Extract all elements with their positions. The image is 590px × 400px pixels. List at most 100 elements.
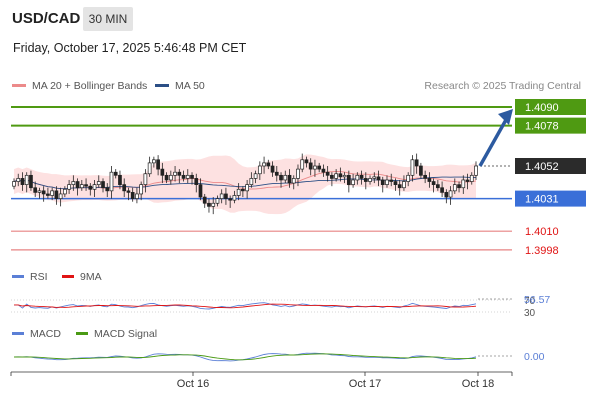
candle-body xyxy=(236,188,241,196)
candle-body xyxy=(253,173,258,179)
candle-body xyxy=(152,159,156,164)
macd-value-label: 0.00 xyxy=(524,351,545,363)
current-price-label: 1.4052 xyxy=(525,161,559,173)
candle-body xyxy=(474,165,478,176)
legend-rsi-ma: 9MA xyxy=(62,271,102,283)
candle-body xyxy=(330,174,334,179)
candle-body xyxy=(338,173,343,178)
candle-body xyxy=(241,188,245,192)
support-label: 1.3998 xyxy=(525,245,559,257)
candle-body xyxy=(198,184,203,198)
rsi-ma-swatch xyxy=(62,274,74,278)
x-tick-label: Oct 17 xyxy=(349,378,381,390)
candle-body xyxy=(262,162,266,167)
candle-body xyxy=(317,165,322,170)
candle-body xyxy=(304,159,309,164)
candle-body xyxy=(440,187,444,193)
candle-body xyxy=(414,159,419,167)
rsi-tick-30: 30 xyxy=(524,308,536,319)
timeframe-button[interactable]: 30 MIN xyxy=(83,7,133,31)
candle-body xyxy=(37,190,42,193)
research-credit: Research © 2025 Trading Central xyxy=(424,80,581,92)
x-tick-label: Oct 16 xyxy=(177,378,209,390)
candle-body xyxy=(410,159,415,176)
candle-body xyxy=(101,181,105,189)
candle-body xyxy=(113,171,118,176)
candle-body xyxy=(321,168,326,173)
candle-body xyxy=(402,181,406,189)
legend-ma50-label: MA 50 xyxy=(175,80,205,92)
candle-body xyxy=(63,188,67,195)
candle-body xyxy=(287,174,292,184)
candle-body xyxy=(372,176,377,179)
x-tick-label: Oct 18 xyxy=(462,378,494,390)
candle-body xyxy=(41,190,46,195)
datetime-label: Friday, October 17, 2025 5:46:48 PM CET xyxy=(13,41,247,55)
candle-body xyxy=(461,179,466,189)
candle-body xyxy=(436,184,440,189)
resistance-label: 1.4078 xyxy=(525,121,559,133)
candle-body xyxy=(16,178,21,182)
current-price-box xyxy=(515,158,586,174)
candle-body xyxy=(334,173,338,179)
candle-body xyxy=(257,165,262,175)
candle-body xyxy=(457,184,461,189)
legend-macd-label: MACD xyxy=(30,328,61,340)
candle-body xyxy=(75,181,80,189)
rsi-swatch xyxy=(12,274,24,278)
candle-body xyxy=(270,165,275,173)
candle-body xyxy=(181,174,186,179)
candle-body xyxy=(164,174,169,181)
candle-body xyxy=(397,184,402,189)
legend-ma20-label: MA 20 + Bollinger Bands xyxy=(32,80,148,92)
legend-ma20-bb: MA 20 + Bollinger Bands xyxy=(12,80,147,92)
forecast-arrowhead xyxy=(498,109,513,125)
candle-body xyxy=(342,174,347,178)
candle-body xyxy=(368,178,372,182)
candle-body xyxy=(393,181,398,185)
candle-body xyxy=(274,171,279,176)
candle-body xyxy=(469,174,474,182)
candle-body xyxy=(118,174,122,185)
candle-body xyxy=(122,184,127,192)
candle-body xyxy=(202,196,207,204)
candle-body xyxy=(177,171,182,176)
candle-body xyxy=(185,174,190,179)
legend-rsi: RSI xyxy=(12,271,48,283)
candle-body xyxy=(147,162,152,175)
candle-body xyxy=(46,193,50,196)
candle-body xyxy=(406,174,411,182)
candle-body xyxy=(12,181,16,187)
pivot-label: 1.4031 xyxy=(525,194,559,206)
candle-body xyxy=(346,174,351,185)
legend-macd: MACD xyxy=(12,328,61,340)
candle-body xyxy=(419,165,423,176)
forecast-arrow-shaft xyxy=(478,117,509,167)
candle-body xyxy=(92,184,97,190)
candle-body xyxy=(126,190,131,193)
candle-body xyxy=(448,190,453,198)
candle-body xyxy=(54,190,59,199)
rsi-tick-70: 70 xyxy=(524,296,536,307)
candle-body xyxy=(24,174,29,185)
candle-body xyxy=(376,176,381,181)
resistance-label: 1.4090 xyxy=(525,102,559,114)
candle-body xyxy=(173,171,177,176)
candle-body xyxy=(135,193,139,199)
bollinger-band xyxy=(14,154,476,215)
candle-body xyxy=(355,174,360,181)
candle-body xyxy=(444,192,449,198)
candle-body xyxy=(207,202,211,207)
candle-body xyxy=(291,178,296,184)
candle-body xyxy=(427,178,432,182)
candle-body xyxy=(168,174,173,181)
candle-body xyxy=(380,179,385,185)
candle-body xyxy=(249,178,254,185)
candle-body xyxy=(296,168,300,179)
candle-body xyxy=(308,162,313,170)
candle-body xyxy=(232,195,237,201)
candle-body xyxy=(194,178,199,185)
ma50-swatch xyxy=(155,83,169,87)
macd-signal-line xyxy=(14,353,477,361)
